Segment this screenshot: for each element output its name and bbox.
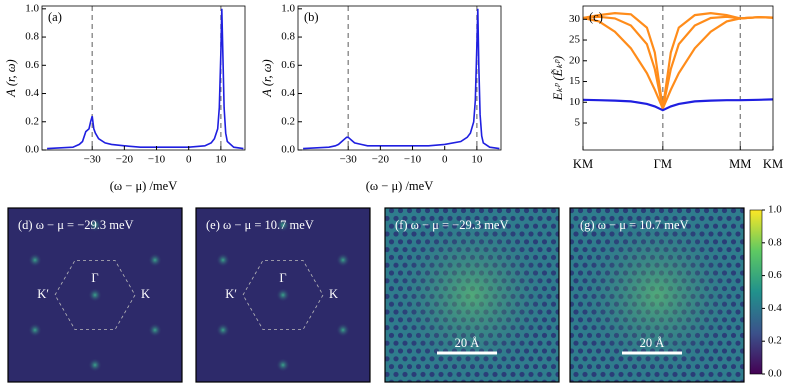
point-label: Γ	[91, 271, 98, 285]
brillouin-zone	[54, 259, 136, 331]
intensity-spot	[148, 323, 162, 337]
y-tick-label: 25	[569, 34, 581, 46]
intensity-spot	[88, 358, 102, 372]
x-tick-label: 10	[215, 154, 227, 166]
y-tick-label: 1.0	[25, 2, 39, 14]
scale-bar-label: 20 Å	[640, 336, 665, 350]
y-tick-label: 1.0	[281, 2, 295, 14]
intensity-spot	[336, 253, 350, 267]
x-axis-label: (ω − μ) /meV	[366, 179, 433, 193]
y-tick-label: 0.8	[281, 31, 295, 43]
x-tick-label: −10	[148, 154, 166, 166]
x-tick-label: 0	[186, 154, 192, 166]
plot-frame	[582, 5, 774, 151]
y-tick-label: 0.0	[281, 144, 295, 156]
colorbar-tick-label: 0.8	[768, 236, 782, 248]
x-tick-label: KM	[763, 157, 783, 171]
panel-label: (a)	[48, 10, 62, 24]
y-axis-label: Eₖᵖ (Ẽₖᵖ)	[551, 56, 565, 101]
intensity-spot	[88, 288, 102, 302]
panel-title: (f) ω − μ = −29.3 meV	[395, 218, 509, 232]
y-axis-label: A (r, ω)	[260, 59, 274, 97]
intensity-spot	[88, 218, 102, 232]
x-tick-label: KM	[573, 157, 593, 171]
intensity-spot	[276, 358, 290, 372]
data-line	[582, 15, 774, 109]
intensity-spot	[276, 288, 290, 302]
y-tick-label: 5	[575, 117, 581, 129]
y-tick-label: 0.6	[25, 59, 39, 71]
data-line	[582, 98, 774, 112]
y-tick-label: 0.0	[25, 144, 39, 156]
x-tick-label: MM	[729, 157, 751, 171]
intensity-spot	[28, 253, 42, 267]
image-frame	[569, 207, 745, 383]
point-label: K	[329, 287, 338, 301]
x-tick-label: ΓM	[654, 157, 672, 171]
point-label: K′	[225, 287, 237, 301]
colorbar-tick-label: 0.4	[768, 302, 782, 314]
data-line	[582, 11, 774, 109]
y-tick-label: 10	[569, 96, 581, 108]
x-tick-label: 0	[442, 154, 448, 166]
colorbar	[749, 209, 763, 375]
colorbar-tick-label: 0.6	[768, 269, 782, 281]
point-label: Γ	[279, 271, 286, 285]
panel-title: (e) ω − μ = 10.7 meV	[206, 218, 314, 232]
data-line	[582, 16, 774, 112]
colorbar-tick-label: 1.0	[768, 204, 782, 216]
colorbar-tick-label: 0.0	[768, 368, 782, 380]
y-axis-label: A (r, ω)	[4, 59, 18, 97]
y-tick-label: 0.4	[25, 87, 39, 99]
y-tick-label: 20	[569, 54, 581, 66]
x-axis-label: (ω − μ) /meV	[110, 179, 177, 193]
image-glow	[570, 208, 744, 382]
data-line	[303, 8, 500, 150]
brillouin-zone	[242, 259, 324, 331]
panel-label: (c)	[589, 10, 603, 24]
scale-bar-label: 20 Å	[455, 336, 480, 350]
x-tick-label: 10	[471, 154, 483, 166]
data-line	[47, 8, 244, 150]
y-tick-label: 0.6	[281, 59, 295, 71]
intensity-spot	[276, 218, 290, 232]
panel-label: (b)	[304, 10, 319, 24]
image-glow	[385, 208, 559, 382]
panel-title: (d) ω − μ = −29.3 meV	[18, 218, 134, 232]
point-label: K	[141, 287, 150, 301]
y-tick-label: 15	[569, 75, 581, 87]
point-label: K′	[37, 287, 49, 301]
plot-frame	[41, 5, 246, 151]
image-frame	[195, 207, 371, 383]
intensity-spot	[148, 253, 162, 267]
plot-frame	[297, 5, 502, 151]
image-frame	[384, 207, 560, 383]
intensity-spot	[28, 323, 42, 337]
x-tick-label: −20	[116, 154, 134, 166]
x-tick-label: −10	[404, 154, 422, 166]
colorbar-tick-label: 0.2	[768, 335, 782, 347]
y-tick-label: 30	[569, 13, 581, 25]
x-tick-label: −30	[340, 154, 358, 166]
panel-title: (g) ω − μ = 10.7 meV	[580, 218, 689, 232]
image-frame	[7, 207, 183, 383]
x-tick-label: −30	[84, 154, 102, 166]
y-tick-label: 0.4	[281, 87, 295, 99]
x-tick-label: −20	[372, 154, 390, 166]
intensity-spot	[336, 323, 350, 337]
y-tick-label: 0.2	[281, 115, 295, 127]
intensity-spot	[216, 253, 230, 267]
y-tick-label: 0.2	[25, 115, 39, 127]
intensity-spot	[216, 323, 230, 337]
y-tick-label: 0.8	[25, 31, 39, 43]
